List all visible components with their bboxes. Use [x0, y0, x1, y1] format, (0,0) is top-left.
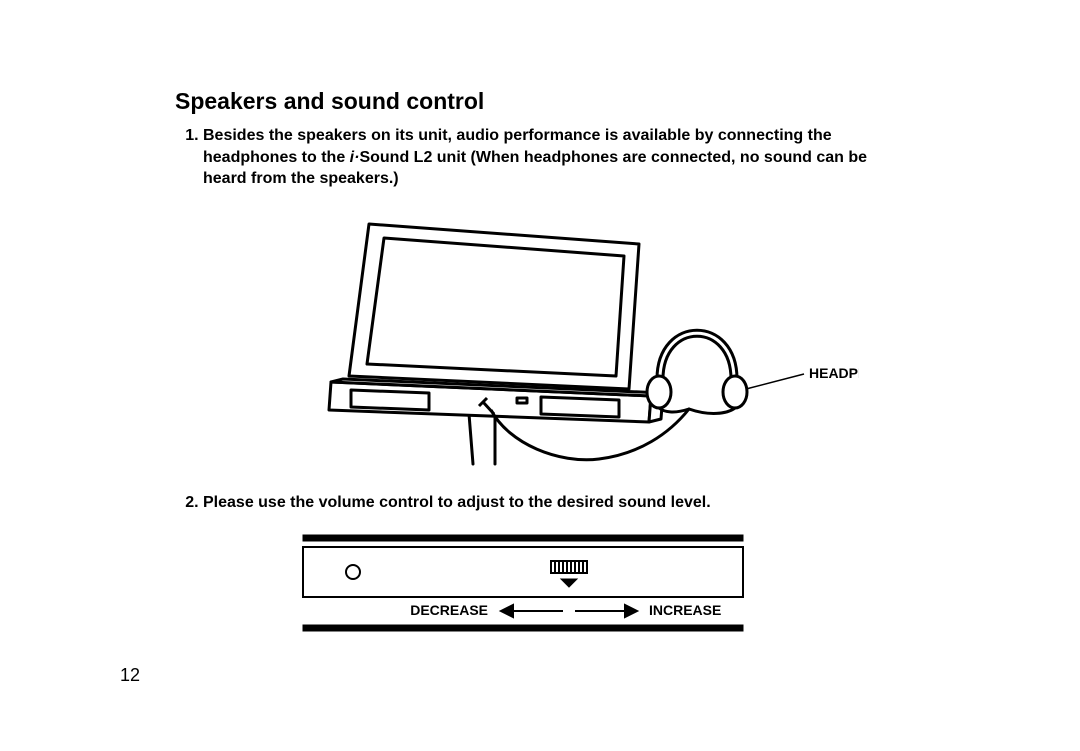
page-number: 12: [120, 665, 140, 686]
headphones-diagram-icon: HEADPHONES: [259, 214, 859, 474]
figure-2: DECREASE INCREASE: [203, 527, 915, 647]
instruction-list: Besides the speakers on its unit, audio …: [175, 125, 915, 647]
increase-label: INCREASE: [649, 602, 721, 618]
product-name-italic: i·: [350, 149, 360, 166]
decrease-label: DECREASE: [410, 602, 488, 618]
document-page: Speakers and sound control Besides the s…: [0, 0, 1080, 751]
figure-1: HEADPHONES: [203, 214, 915, 474]
list-item-2-text: Please use the volume control to adjust …: [203, 494, 711, 511]
list-item-2: Please use the volume control to adjust …: [203, 492, 915, 648]
page-title: Speakers and sound control: [175, 88, 915, 115]
headphones-label: HEADPHONES: [809, 365, 859, 381]
list-item-1: Besides the speakers on its unit, audio …: [203, 125, 915, 474]
volume-control-diagram-icon: DECREASE INCREASE: [293, 527, 753, 647]
content-block: Speakers and sound control Besides the s…: [175, 88, 915, 665]
